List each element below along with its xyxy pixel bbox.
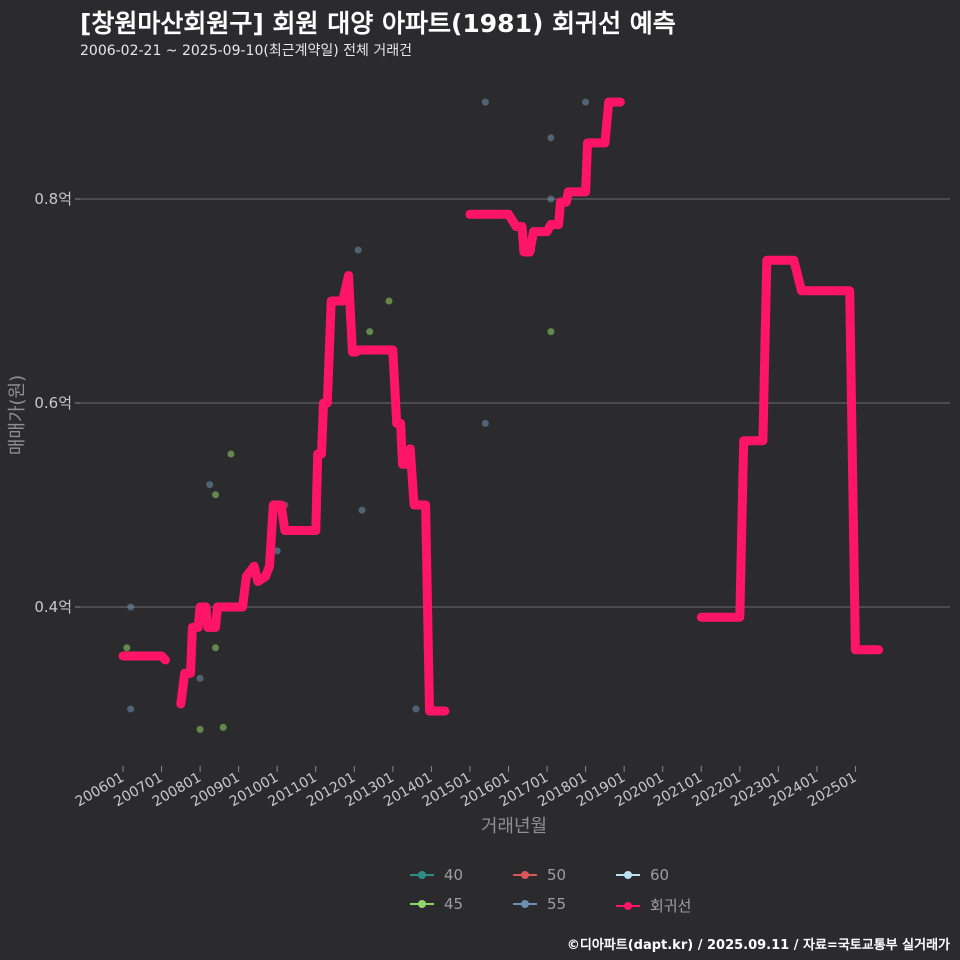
scatter-point-10 — [273, 547, 281, 555]
y-axis-ticks: 0.4억 0.6억 0.8억 — [34, 190, 80, 616]
scatter-point-13 — [358, 506, 366, 514]
legend-swatch — [616, 868, 640, 882]
legend-label: 회귀선 — [650, 897, 692, 915]
scatter-point-23 — [582, 98, 590, 106]
x-axis-ticks: 2006012007012008012009012010012011012012… — [73, 766, 859, 810]
y-tick-label-1: 0.6억 — [34, 394, 72, 412]
legend-swatch — [410, 897, 434, 911]
grid-lines — [80, 198, 950, 608]
regression-lines — [118, 97, 884, 716]
x-axis-label: 거래년월 — [480, 816, 548, 837]
y-tick-label-0: 0.4억 — [34, 598, 72, 616]
legend-item-60: 60 — [616, 866, 669, 884]
legend-swatch — [616, 899, 640, 913]
scatter-point-7 — [212, 644, 220, 652]
scatter-point-14 — [366, 328, 374, 336]
scatter-point-12 — [354, 246, 362, 254]
scatter-point-5 — [206, 481, 214, 489]
scatter-point-17 — [481, 419, 489, 427]
scatter-point-22 — [547, 134, 555, 142]
scatter-point-2 — [127, 705, 135, 713]
legend-item-회귀선: 회귀선 — [616, 895, 691, 916]
legend-swatch — [410, 868, 434, 882]
chart-title: [창원마산회원구] 회원 대양 아파트(1981) 회귀선 예측 — [80, 9, 676, 38]
legend-label: 40 — [444, 866, 464, 884]
legend-item-45: 45 — [410, 895, 463, 913]
credit-text: ©디아파트(dapt.kr) / 2025.09.11 / 자료=국토교통부 실… — [566, 938, 950, 953]
scatter-point-0 — [123, 644, 131, 652]
scatter-point-20 — [547, 328, 555, 336]
legend-swatch — [513, 868, 537, 882]
legend-swatch — [513, 897, 537, 911]
y-tick-label-2: 0.8억 — [34, 190, 72, 208]
scatter-point-18 — [481, 98, 489, 106]
legend-item-50: 50 — [513, 866, 566, 884]
scatter-point-3 — [196, 674, 204, 682]
legend-label: 45 — [444, 895, 464, 913]
scatter-point-4 — [196, 725, 204, 733]
regression-line-segment-1 — [176, 271, 450, 716]
scatter-point-16 — [412, 705, 420, 713]
scatter-point-21 — [547, 195, 555, 203]
scatter-point-8 — [219, 723, 227, 731]
scatter-point-6 — [212, 491, 220, 499]
legend-item-55: 55 — [513, 895, 566, 913]
legend-item-40: 40 — [410, 866, 463, 884]
scatter-point-1 — [127, 603, 135, 611]
legend-label: 50 — [547, 866, 567, 884]
scatter-points — [123, 98, 590, 733]
legend-label: 60 — [650, 866, 670, 884]
regression-line-segment-2 — [465, 97, 625, 257]
regression-line-segment-3 — [696, 255, 884, 655]
scatter-point-15 — [385, 297, 393, 305]
scatter-point-9 — [227, 450, 235, 458]
chart-subtitle: 2006-02-21 ~ 2025-09-10(최근계약일) 전체 거래건 — [80, 43, 412, 59]
y-axis-label: 매매가(원) — [7, 374, 28, 456]
regression-line-segment-0 — [118, 651, 170, 665]
legend-label: 55 — [547, 895, 567, 913]
